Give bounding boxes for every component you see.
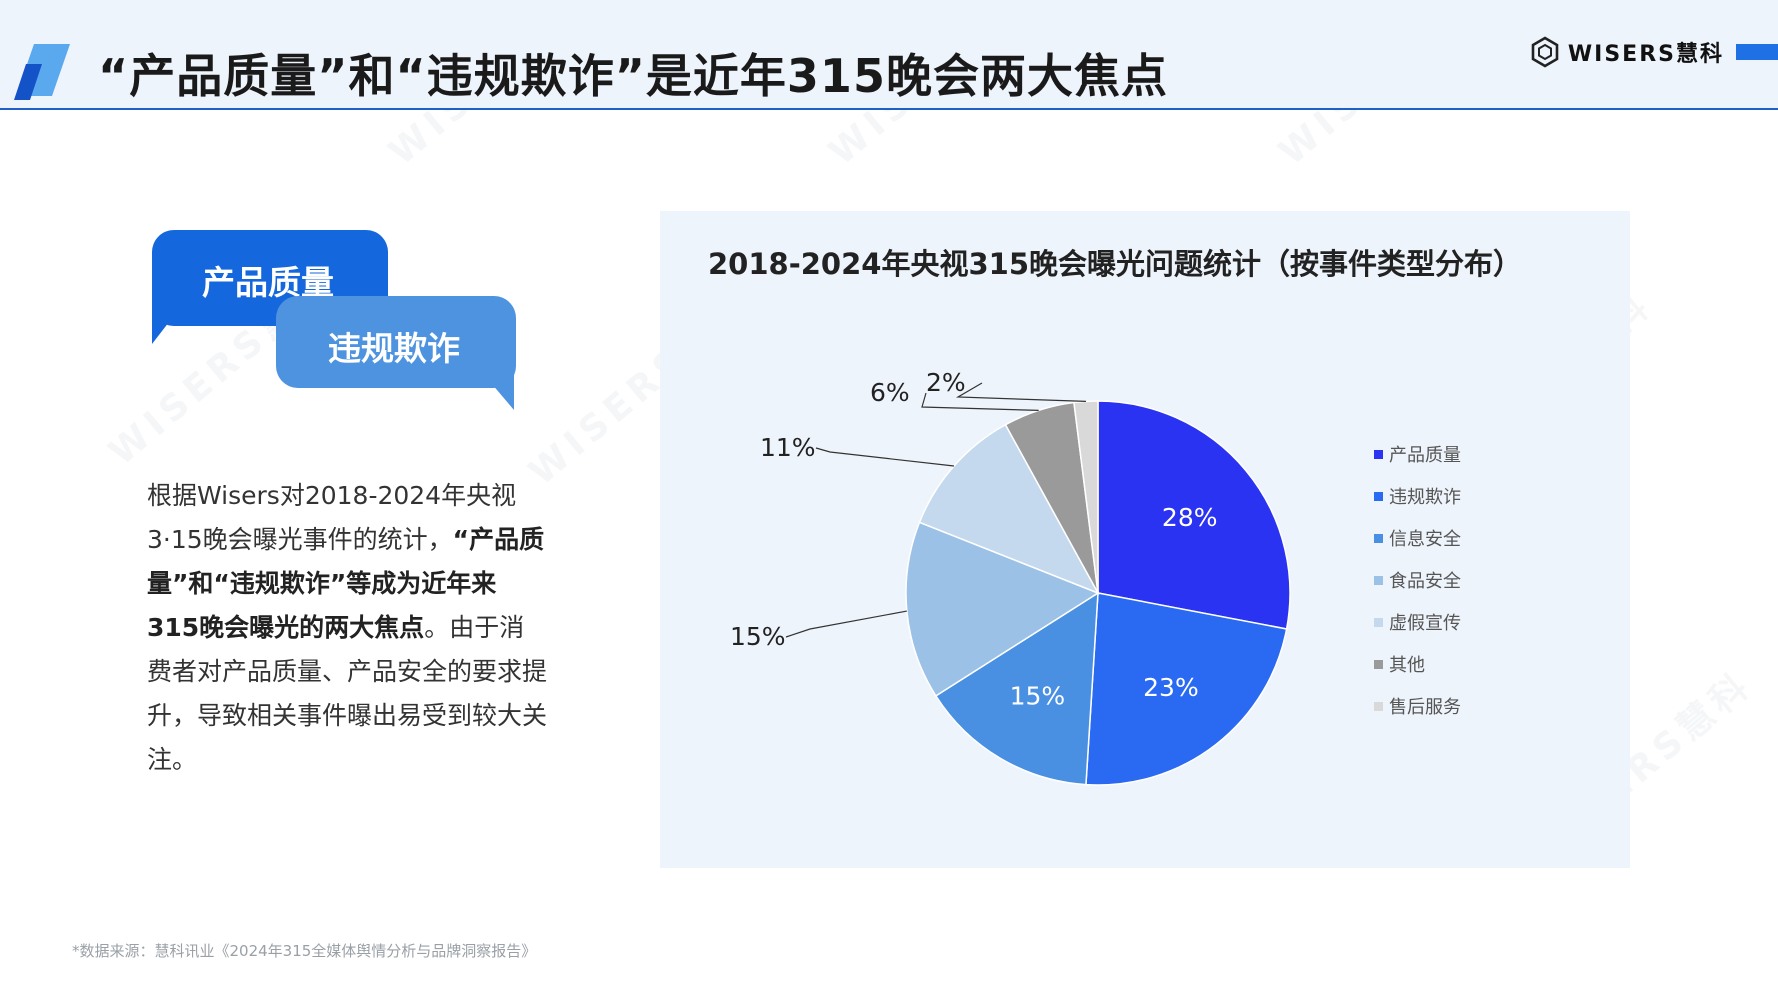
legend-label: 违规欺诈 (1389, 487, 1461, 508)
chart-panel: 2018-2024年央视315晚会曝光问题统计（按事件类型分布） 28% 23% 1… (660, 211, 1630, 868)
legend-item: 食品安全 (1374, 559, 1461, 601)
description-text: 根据Wisers对2018-2024年央视3·15晚会曝光事件的统计，“产品质量… (147, 474, 547, 782)
bubble-label: 产品质量 (202, 263, 334, 302)
legend-label: 信息安全 (1389, 529, 1461, 550)
slice-label: 2% (926, 368, 966, 397)
legend-label: 其他 (1389, 655, 1425, 676)
slice-label: 28% (1162, 503, 1218, 532)
leader-line (815, 447, 955, 467)
page-title: “产品质量”和“违规欺诈”是近年315晚会两大焦点 (98, 49, 1168, 103)
brand-accent-bar (1736, 44, 1778, 60)
pie-slice (934, 591, 1099, 786)
legend-swatch (1374, 659, 1383, 669)
legend-item: 产品质量 (1374, 433, 1461, 475)
hexagon-logo-icon (1531, 36, 1559, 68)
source-note: *数据来源：慧科讯业《2024年315全媒体舆情分析与品牌洞察报告》 (72, 942, 537, 960)
legend-item: 售后服务 (1374, 685, 1461, 727)
legend-item: 信息安全 (1374, 517, 1461, 559)
legend-swatch (1374, 533, 1383, 543)
leader-line (785, 610, 907, 638)
description-part1: 根据Wisers对2018-2024年央视3·15晚会曝光事件的统计， (147, 481, 517, 554)
pie-chart: 28% 23% 15% 15% 11% 6% 2% (730, 368, 1291, 786)
legend-label: 食品安全 (1389, 571, 1461, 592)
leader-line (921, 392, 1039, 411)
legend-item: 虚假宣传 (1374, 601, 1461, 643)
leader-line (955, 382, 1086, 402)
legend-label: 售后服务 (1389, 697, 1461, 718)
legend-label: 虚假宣传 (1389, 613, 1461, 634)
description-part2: 。由于消费者对产品质量、产品安全的要求提升，导致相关事件曝出易受到较大关注。 (147, 613, 548, 774)
brand-name: WISERS慧科 (1567, 42, 1724, 67)
pie-slice (1097, 400, 1291, 630)
legend-label: 产品质量 (1389, 445, 1461, 466)
slice-label: 11% (760, 433, 816, 462)
slash-logo-icon (14, 44, 70, 100)
brand-logo: WISERS慧科 (1530, 36, 1724, 68)
legend-item: 其他 (1374, 643, 1461, 685)
bubble-label: 违规欺诈 (328, 329, 460, 368)
chart-legend: 产品质量违规欺诈信息安全食品安全虚假宣传其他售后服务 (1374, 433, 1461, 727)
chart-title: 2018-2024年央视315晚会曝光问题统计（按事件类型分布） (708, 247, 1522, 281)
description-bold: “产品质量”和“违规欺诈”等成为近年来315晚会曝光的两大焦点 (147, 525, 545, 642)
legend-swatch (1374, 575, 1383, 585)
slice-label: 23% (1143, 673, 1199, 702)
legend-swatch (1374, 449, 1383, 459)
bubble-fraud: 违规欺诈 (276, 296, 516, 388)
slice-label: 6% (870, 378, 910, 407)
header-bar: “产品质量”和“违规欺诈”是近年315晚会两大焦点 WISERS慧科 (0, 0, 1778, 110)
legend-swatch (1374, 491, 1383, 501)
legend-item: 违规欺诈 (1374, 475, 1461, 517)
slice-label: 15% (1010, 681, 1066, 710)
slice-label: 15% (730, 622, 786, 651)
pie-slice (1085, 592, 1288, 786)
legend-swatch (1374, 701, 1383, 711)
legend-swatch (1374, 617, 1383, 627)
